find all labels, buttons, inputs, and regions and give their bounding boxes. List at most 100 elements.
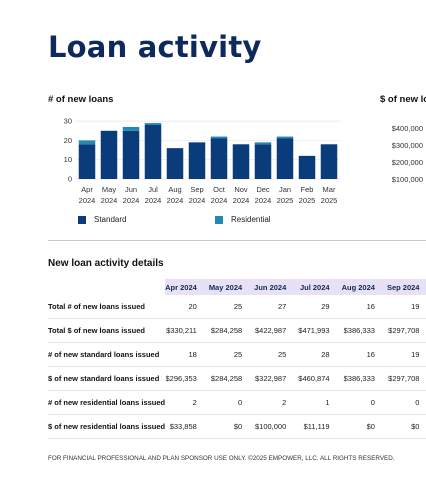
row-label: # of new residential loans issued [48, 390, 166, 415]
table-cell: 27 [254, 295, 299, 319]
table-cell: 25 [208, 342, 255, 367]
bar-residential [78, 140, 96, 145]
table-cell: 19 [386, 342, 426, 367]
bar-standard [188, 142, 206, 179]
bar-standard [100, 130, 118, 179]
table-cell: $297,708 [386, 318, 426, 343]
table-cell: $0 [341, 414, 387, 439]
table-cell: 19 [386, 295, 426, 319]
table-cell: 29 [298, 295, 342, 319]
table-cell: $284,258 [208, 318, 255, 343]
bar-standard [122, 130, 140, 179]
col-header: Jun 2024 [254, 279, 299, 295]
table-cell: 1 [298, 390, 342, 415]
table-cell: 16 [341, 342, 387, 367]
row-label: Total # of new loans issued [48, 295, 166, 319]
loan-charts: 0 10 20 30 Apr 2024 May 2024 Jun 2024 Jul 2024 Aug 20… [64, 117, 423, 205]
table-title: New loan activity details [48, 258, 164, 269]
x-tick-month: Feb [301, 185, 314, 194]
bar-standard [254, 144, 272, 179]
x-tick-month: Jul [148, 185, 158, 194]
bar-residential [210, 136, 228, 139]
table-row: $ of new residential loans issued $33,85… [48, 414, 426, 439]
bar-residential [254, 142, 272, 145]
legend-label-standard: Standard [94, 215, 127, 224]
chart-title-dollar-new-loans: $ of new lo [380, 94, 426, 105]
table-cell: $100,000 [254, 414, 299, 439]
legend-label-residential: Residential [231, 215, 271, 224]
y-tick-label-chart2: $200,000 [392, 158, 423, 167]
row-label: # of new standard loans issued [48, 342, 166, 367]
table-cell: 0 [208, 390, 255, 415]
table-cell: $471,993 [298, 318, 342, 343]
x-tick-month: Aug [168, 185, 181, 194]
legend-swatch-standard [78, 215, 86, 224]
table-cell: $0 [208, 414, 255, 439]
footer-disclaimer: FOR FINANCIAL PROFESSIONAL AND PLAN SPON… [48, 455, 395, 462]
table-cell: $386,333 [341, 366, 387, 391]
x-tick-year: 2024 [79, 196, 96, 205]
legend-item-standard[interactable]: Standard [78, 215, 126, 224]
x-tick-month: May [102, 185, 116, 194]
x-tick-month: Nov [234, 185, 248, 194]
table-cell: 20 [165, 295, 209, 319]
table-cell: $330,211 [165, 318, 209, 343]
x-tick-year: 2025 [299, 196, 316, 205]
table-cell: 0 [386, 390, 426, 415]
bar-residential [276, 136, 294, 139]
x-tick-month: Mar [323, 185, 336, 194]
bar-standard [78, 144, 96, 179]
page-title: Loan activity [48, 30, 262, 64]
table-cell: $386,333 [341, 318, 387, 343]
x-tick-year: 2025 [277, 196, 294, 205]
table-cell: $322,987 [254, 366, 299, 391]
x-tick-year: 2024 [167, 196, 184, 205]
table-cell: 18 [165, 342, 209, 367]
loan-activity-table: Apr 2024 May 2024 Jun 2024 Jul 2024 Aug … [48, 279, 426, 439]
y-tick-label: 30 [64, 117, 72, 126]
x-tick-year: 2024 [255, 196, 272, 205]
x-tick-year: 2024 [101, 196, 118, 205]
table-header-blank [48, 279, 166, 295]
table-cell: $297,708 [386, 366, 426, 391]
table-cell: $460,874 [298, 366, 342, 391]
y-tick-label: 20 [64, 136, 72, 145]
x-tick-month: Oct [213, 185, 226, 194]
bar-standard [232, 144, 250, 179]
x-tick-month: Dec [256, 185, 270, 194]
legend-item-residential[interactable]: Residential [215, 215, 271, 224]
table-cell: 2 [254, 390, 299, 415]
x-tick-month: Apr [81, 185, 93, 194]
y-tick-label: 10 [64, 155, 72, 164]
table-row: $ of new standard loans issued $296,353 … [48, 366, 426, 391]
table-cell: 16 [341, 295, 387, 319]
table-cell: $11,119 [298, 414, 342, 439]
col-header: Aug 2024 [341, 279, 387, 295]
table-header-row: Apr 2024 May 2024 Jun 2024 Jul 2024 Aug … [48, 279, 426, 295]
col-header: Apr 2024 [165, 279, 209, 295]
table-cell: $422,987 [254, 318, 299, 343]
legend-swatch-residential [215, 215, 223, 224]
table-cell: 2 [165, 390, 209, 415]
table-row: # of new standard loans issued 18 25 25 … [48, 342, 426, 367]
x-tick-year: 2024 [189, 196, 206, 205]
row-label: Total $ of new loans issued [48, 318, 166, 343]
row-label: $ of new standard loans issued [48, 366, 166, 391]
col-header: May 2024 [208, 279, 255, 295]
table-row: Total $ of new loans issued $330,211 $28… [48, 318, 426, 343]
x-tick-month: Jun [125, 185, 137, 194]
table-row: # of new residential loans issued 2 0 2 … [48, 390, 426, 415]
x-tick-year: 2024 [211, 196, 228, 205]
bar-residential [122, 126, 140, 131]
bar-standard [320, 144, 338, 179]
y-tick-label-chart2: $400,000 [392, 124, 423, 133]
col-header: Sep 2024 [386, 279, 426, 295]
x-tick-year: 2024 [123, 196, 140, 205]
x-tick-month: Jan [279, 185, 291, 194]
y-tick-label-chart2: $300,000 [392, 141, 423, 150]
x-tick-year: 2024 [233, 196, 250, 205]
bar-standard [144, 125, 162, 179]
bar-standard [276, 138, 294, 179]
table-cell: $0 [386, 414, 426, 439]
table-cell: 28 [298, 342, 342, 367]
